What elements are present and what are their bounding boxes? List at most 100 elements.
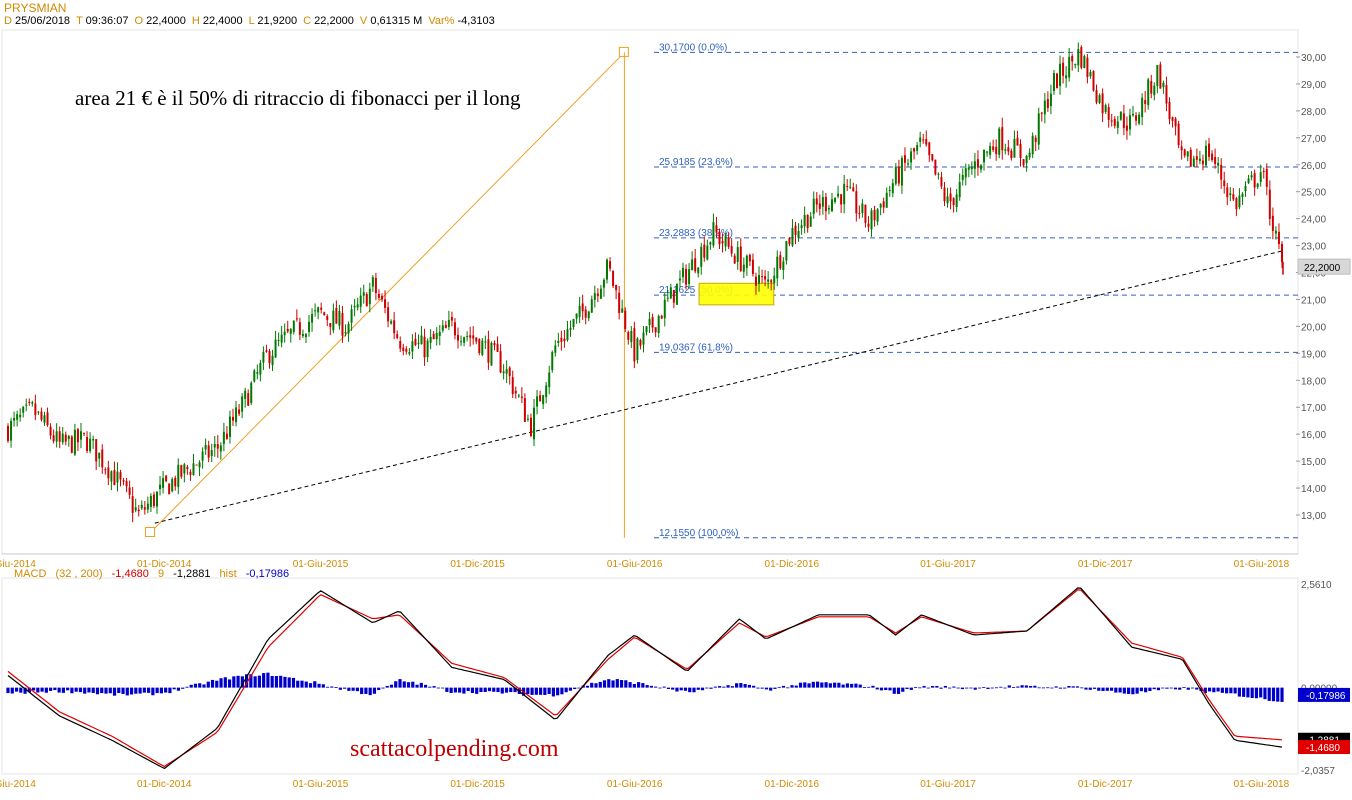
support-trend-line (154, 250, 1283, 524)
price-candle-body (1217, 162, 1220, 166)
price-candle-body (1256, 183, 1259, 188)
macd-histogram-bar (1046, 687, 1050, 689)
y-tick-label: 15,00 (1301, 457, 1326, 468)
price-candle-body (414, 338, 417, 346)
macd-histogram-bar (1144, 687, 1148, 693)
price-candle-body (344, 332, 347, 334)
macd-histogram-bar (730, 686, 734, 688)
macd-histogram-bar (743, 684, 747, 688)
price-candle-body (648, 318, 651, 326)
macd-histogram-bar (129, 687, 134, 695)
price-candle-body (490, 342, 493, 366)
macd-histogram-bar (901, 687, 905, 692)
macd-histogram-bar (713, 686, 717, 688)
price-candle-body (402, 347, 405, 351)
macd-histogram-bar (675, 687, 679, 692)
macd-histogram-bar (6, 687, 10, 694)
price-candle-body (155, 491, 158, 507)
macd-histogram-bar (1105, 687, 1109, 691)
price-candle-body (347, 323, 350, 334)
price-candle-body (1250, 175, 1253, 178)
ohlc-key: H (191, 15, 203, 27)
price-candle-body (277, 339, 280, 341)
macd-histogram-bar (1003, 687, 1007, 689)
macd-histogram-bar (845, 683, 849, 688)
price-candle-body (359, 295, 362, 307)
price-candle-body (116, 471, 119, 483)
price-candle-body (758, 274, 761, 284)
macd-histogram-bar (134, 687, 138, 694)
x-tick-label: 01-Giu-2017 (920, 559, 976, 570)
price-candle-body (560, 337, 563, 342)
price-candle-body (1080, 47, 1083, 68)
price-candle-body (961, 174, 964, 180)
price-candle-body (940, 177, 943, 187)
price-candle-body (1089, 72, 1092, 77)
price-candle-body (314, 310, 317, 312)
macd-histogram-bar (334, 687, 338, 688)
price-candle-body (280, 334, 283, 343)
macd-histogram-bar (598, 681, 602, 688)
macd-histogram-bar (798, 682, 803, 688)
price-candle-body (593, 293, 596, 300)
price-candle-body (840, 194, 843, 205)
ohlc-value: 25/06/2018 (15, 15, 71, 27)
macd-x-tick-label: 01-Dic-2017 (1078, 779, 1133, 790)
price-candle-body (377, 293, 380, 298)
price-candle-body (1204, 145, 1207, 166)
macd-histogram-bar (709, 687, 713, 689)
macd-histogram-bar (756, 687, 760, 689)
macd-histogram-bar (466, 687, 470, 692)
ohlc-key: D (4, 15, 15, 27)
price-candle-body (867, 223, 870, 227)
price-candle-body (125, 481, 128, 487)
macd-histogram-bar (1071, 686, 1075, 688)
macd-histogram-bar (202, 684, 206, 688)
price-candle-body (609, 261, 612, 269)
macd-histogram-bar (509, 687, 513, 693)
price-candle-body (356, 304, 359, 308)
macd-histogram-bar (164, 687, 168, 693)
macd-histogram-bar (1050, 687, 1054, 689)
macd-histogram-bar (717, 686, 722, 688)
macd-histogram-bar (1054, 686, 1058, 688)
macd-histogram-bar (14, 687, 19, 692)
price-candle-body (1119, 111, 1122, 120)
macd-histogram-bar (905, 687, 909, 689)
price-candle-body (423, 336, 426, 358)
x-tick-label: 01-Giu-2015 (293, 559, 349, 570)
macd-histogram-bar (1263, 687, 1267, 700)
macd-histogram-bar (1246, 687, 1250, 698)
price-candle-body (505, 369, 508, 374)
signal-line (7, 589, 1283, 768)
macd-histogram-bar (1127, 687, 1131, 694)
price-candle-body (645, 326, 648, 333)
price-candle-body (536, 396, 539, 407)
y-tick-label: 14,00 (1301, 484, 1326, 495)
macd-histogram-bar (867, 686, 871, 688)
macd-histogram-bar (411, 681, 415, 688)
macd-histogram-bar (926, 687, 930, 689)
price-candle-body (724, 235, 727, 247)
macd-histogram-bar (1178, 687, 1182, 690)
price-candle-body (1229, 193, 1232, 195)
macd-histogram-bar (1169, 687, 1173, 689)
price-candle-body (438, 331, 441, 337)
last-price-label: 22,2000 (1304, 263, 1341, 274)
price-candle-body (472, 335, 475, 339)
macd-histogram-bar (40, 687, 44, 692)
macd-histogram-bar (1011, 687, 1016, 688)
price-candle-body (174, 477, 177, 487)
fib-level-label: 25,9185 (23,6%) (659, 157, 733, 168)
macd-histogram-bar (645, 685, 649, 688)
macd-histogram-bar (279, 675, 283, 688)
price-candle-body (320, 307, 323, 310)
macd-histogram-bar (602, 680, 607, 688)
macd-histogram-bar (104, 687, 108, 694)
price-candle-body (700, 246, 703, 267)
price-candle-body (37, 411, 40, 413)
macd-histogram-bar (347, 687, 351, 691)
price-candle-body (818, 203, 821, 209)
macd-x-tick-label: 01-Dic-2014 (137, 779, 192, 790)
price-candle-body (466, 336, 469, 338)
